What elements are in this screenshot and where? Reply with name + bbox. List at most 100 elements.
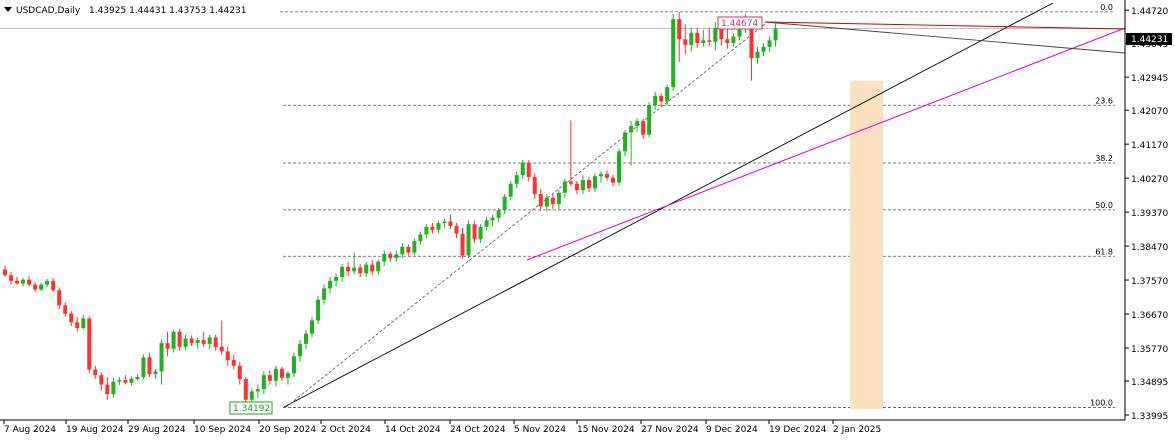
candle-body (617, 151, 622, 183)
trend-lines (0, 2, 1126, 408)
y-tick-label: 1.33995 (1131, 412, 1168, 422)
candle-body (219, 346, 224, 352)
candle-body (502, 196, 507, 211)
candle-body (63, 305, 68, 314)
candle-body (273, 368, 278, 381)
y-tick-label: 1.41170 (1131, 141, 1168, 151)
candle-body (544, 197, 549, 207)
candle-body (81, 318, 86, 328)
candle-body (153, 371, 158, 375)
candle-body (683, 39, 688, 45)
axes (0, 0, 1126, 421)
candle-body (135, 377, 140, 379)
candle-body (69, 313, 74, 323)
candle-body (605, 173, 609, 178)
candle-body (304, 333, 308, 344)
y-tick-label: 1.39370 (1131, 209, 1168, 219)
y-tick-label: 1.43845 (1131, 40, 1168, 50)
candle-body (689, 32, 694, 45)
candle-body (237, 365, 242, 379)
y-tick-label: 1.40270 (1131, 175, 1168, 185)
candle-body (424, 226, 429, 235)
candle-body (225, 351, 230, 361)
x-tick-label: 29 Aug 2024 (128, 425, 186, 435)
candle-body (310, 320, 315, 334)
candle-body (285, 373, 290, 378)
fib-level-label: 0.0 (1100, 3, 1113, 12)
candle-body (370, 264, 375, 272)
fib-level-label: 61.8 (1095, 247, 1113, 256)
candle-body (93, 369, 98, 376)
candle-body (767, 40, 772, 47)
candle-body (117, 380, 122, 382)
candle-body (436, 223, 441, 230)
candle-body (231, 360, 236, 366)
highlight-zone (850, 80, 883, 409)
candle-body (653, 95, 658, 106)
candle-body (671, 19, 676, 88)
candle-body (57, 290, 62, 306)
candle-body (586, 180, 591, 189)
candle-body (400, 246, 405, 255)
x-tick-label: 19 Dec 2024 (769, 425, 827, 435)
candle-body (99, 375, 104, 385)
symbol-label: USDCAD,Daily (16, 6, 81, 16)
candle-body (629, 126, 634, 133)
y-tick-label: 1.36670 (1131, 311, 1168, 321)
candle-body (568, 181, 573, 184)
candle-body (623, 132, 628, 152)
x-tick-label: 5 Nov 2024 (514, 425, 566, 435)
candle-body (141, 357, 146, 378)
y-tick-label: 1.35770 (1131, 345, 1168, 355)
candle-body (358, 267, 363, 274)
fib-level-label: 38.2 (1095, 154, 1113, 163)
candles (3, 12, 778, 408)
candle-body (556, 192, 561, 205)
candle-body (45, 280, 50, 285)
symbol-dropdown-icon[interactable] (4, 7, 12, 12)
candle-body (538, 193, 543, 207)
candle-body (322, 288, 327, 300)
candle-body (701, 40, 706, 43)
candle-body (580, 180, 585, 191)
candle-body (773, 28, 778, 41)
candle-body (9, 275, 14, 281)
candle-body (255, 389, 260, 392)
candle-body (364, 264, 369, 274)
y-tick-label: 1.38470 (1131, 243, 1168, 253)
candle-body (454, 226, 459, 234)
candle-body (51, 280, 56, 291)
candle-body (442, 221, 447, 224)
orange-zone (850, 80, 883, 409)
candle-body (177, 331, 182, 347)
candle-body (484, 220, 489, 227)
x-tick-label: 10 Sep 2024 (194, 425, 251, 435)
candle-body (213, 337, 218, 347)
red-horizontal-line (764, 21, 1126, 30)
candle-body (382, 254, 387, 262)
magenta-trendline (526, 27, 1126, 261)
candle-body (267, 375, 272, 381)
candle-body (147, 357, 152, 375)
candle-body (466, 224, 471, 256)
candle-body (460, 233, 465, 256)
y-tick-label: 1.34895 (1131, 378, 1168, 388)
candle-body (659, 95, 664, 102)
candle-body (478, 226, 483, 240)
fib-level-label: 100.0 (1090, 399, 1113, 408)
candle-body (15, 280, 20, 284)
resistance-line (764, 21, 1126, 54)
candle-body (291, 356, 296, 374)
candle-body (334, 277, 339, 281)
candle-body (129, 378, 134, 383)
candle-body (611, 177, 616, 183)
x-tick-label: 27 Nov 2024 (641, 425, 699, 435)
x-tick-label: 14 Oct 2024 (385, 425, 441, 435)
candle-body (677, 19, 682, 40)
candle-body (297, 343, 302, 357)
candle-body (448, 221, 453, 227)
y-tick-label: 1.42945 (1131, 74, 1168, 84)
candle-body (316, 299, 321, 321)
